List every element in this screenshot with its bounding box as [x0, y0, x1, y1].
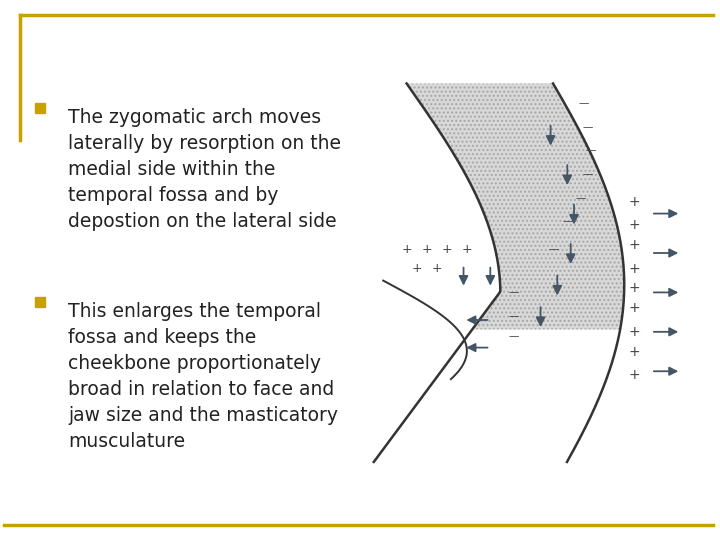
Text: —: —	[562, 217, 572, 226]
Text: laterally by resorption on the: laterally by resorption on the	[68, 134, 341, 153]
Text: +: +	[629, 325, 640, 339]
Text: +: +	[411, 262, 422, 275]
Text: The zygomatic arch moves: The zygomatic arch moves	[68, 108, 322, 127]
Text: medial side within the: medial side within the	[68, 160, 276, 179]
Text: +: +	[629, 345, 640, 359]
Text: fossa and keeps the: fossa and keeps the	[68, 328, 256, 347]
Text: +: +	[629, 368, 640, 382]
Text: depostion on the lateral side: depostion on the lateral side	[68, 212, 337, 231]
Text: —: —	[508, 287, 519, 298]
Text: +: +	[401, 242, 412, 255]
Text: broad in relation to face and: broad in relation to face and	[68, 380, 335, 399]
Text: jaw size and the masticatory: jaw size and the masticatory	[68, 406, 338, 425]
Text: +: +	[629, 281, 640, 295]
Text: —: —	[585, 145, 596, 156]
Text: —: —	[508, 311, 519, 321]
Text: temporal fossa and by: temporal fossa and by	[68, 186, 279, 205]
Polygon shape	[407, 84, 624, 329]
Text: +: +	[629, 301, 640, 315]
Text: cheekbone proportionately: cheekbone proportionately	[68, 354, 321, 373]
Text: This enlarges the temporal: This enlarges the temporal	[68, 302, 321, 321]
Text: —: —	[575, 193, 586, 203]
Text: musculature: musculature	[68, 432, 186, 451]
Text: +: +	[629, 238, 640, 252]
Text: +: +	[629, 195, 640, 209]
Text: —: —	[582, 122, 593, 132]
Text: —: —	[549, 244, 559, 254]
Text: +: +	[629, 218, 640, 232]
Text: —: —	[579, 98, 589, 108]
Text: +: +	[462, 242, 472, 255]
Text: —: —	[582, 169, 593, 179]
Text: +: +	[629, 262, 640, 276]
Text: +: +	[421, 242, 432, 255]
Text: —: —	[508, 331, 519, 341]
Text: +: +	[431, 262, 442, 275]
Text: +: +	[441, 242, 452, 255]
